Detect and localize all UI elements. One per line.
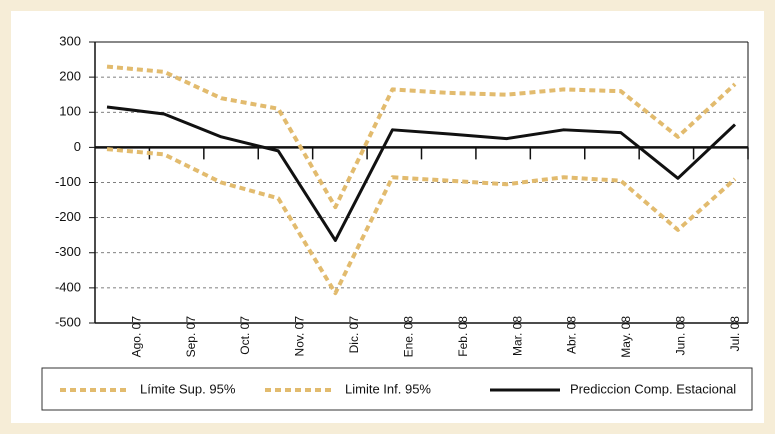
legend-box xyxy=(41,367,753,411)
series-line xyxy=(106,147,737,296)
x-tick-label: Mar. 08 xyxy=(510,316,524,356)
x-tick-label: Abr. 08 xyxy=(565,316,579,354)
y-tick-label: 300 xyxy=(59,33,81,48)
y-tick-label: -400 xyxy=(55,279,81,294)
x-tick-label: Oct. 07 xyxy=(238,316,252,355)
x-tick-label: Ene. 08 xyxy=(401,316,415,358)
x-tick-label: Dic. 07 xyxy=(347,316,361,354)
series-line xyxy=(106,105,737,242)
panel xyxy=(11,11,764,423)
y-tick-label: -500 xyxy=(55,314,81,329)
y-tick-label: -200 xyxy=(55,209,81,224)
series-line xyxy=(106,64,737,210)
x-tick-label: Sep. 07 xyxy=(184,316,198,358)
y-tick-label: 200 xyxy=(59,69,81,84)
y-tick-label: -300 xyxy=(55,244,81,259)
y-tick-label: -100 xyxy=(55,174,81,189)
legend-label: Prediccion Comp. Estacional xyxy=(570,381,736,396)
y-tick-label: 0 xyxy=(74,139,81,154)
y-tick-label: 100 xyxy=(59,104,81,119)
x-tick-label: Jul. 08 xyxy=(728,316,742,352)
x-tick-label: Ago. 07 xyxy=(129,316,143,358)
x-tick-label: Feb. 08 xyxy=(456,316,470,357)
x-tick-label: May. 08 xyxy=(619,316,633,358)
x-tick-label: Nov. 07 xyxy=(293,316,307,357)
x-tick-label: Jun. 08 xyxy=(674,316,688,356)
legend-label: Limite Inf. 95% xyxy=(345,381,431,396)
legend-label: Límite Sup. 95% xyxy=(140,381,236,396)
